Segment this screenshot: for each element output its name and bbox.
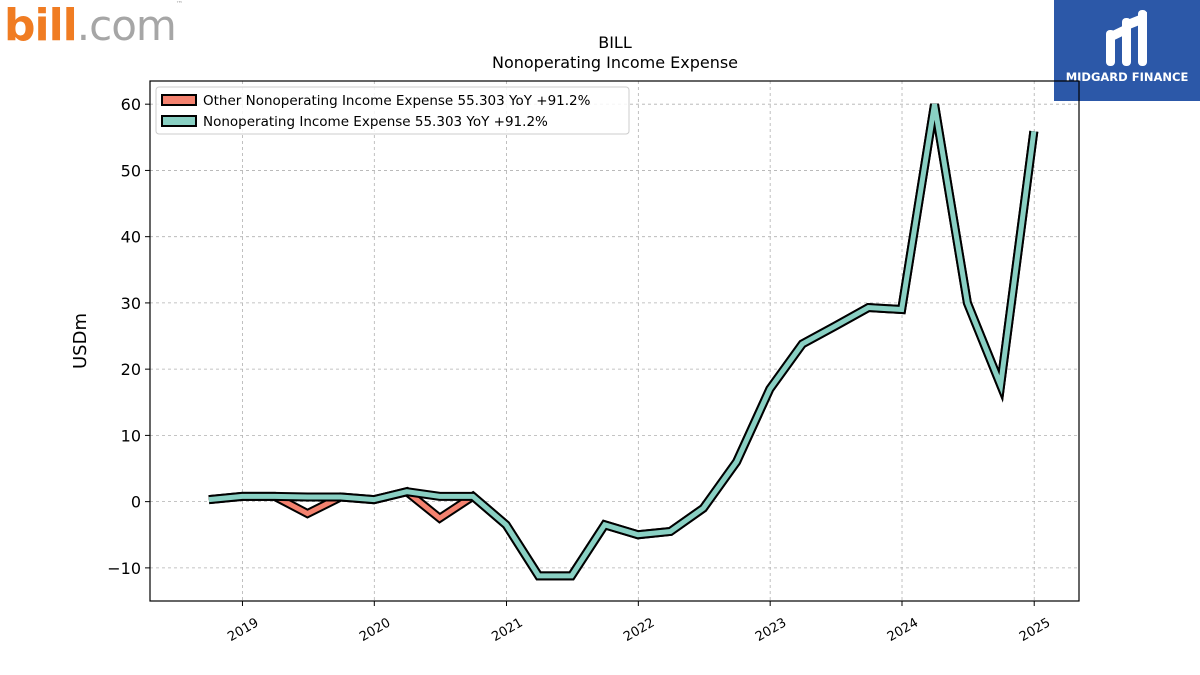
y-tick-label: 30 <box>121 294 141 313</box>
y-tick-label: 50 <box>121 161 141 180</box>
y-tick-label: 40 <box>121 228 141 247</box>
midgard-m-icon <box>1106 10 1147 66</box>
logo-dotcom-text: .com <box>76 1 177 50</box>
x-axis: 2019 2020 2021 2022 2023 2024 2025 <box>225 601 1053 645</box>
x-tick-label: 2022 <box>621 615 657 645</box>
x-tick-label: 2025 <box>1017 615 1053 645</box>
x-tick-label: 2024 <box>885 615 921 645</box>
y-tick-label: 10 <box>121 426 141 445</box>
series-outline-0 <box>208 103 1039 581</box>
legend-swatch-main <box>161 115 197 127</box>
x-tick-label: 2023 <box>753 615 789 645</box>
x-tick-label: 2020 <box>357 615 393 645</box>
midgard-brand-text: MIDGARD FINANCE <box>1065 70 1189 84</box>
y-tick-label: 60 <box>121 95 141 114</box>
logo-bill-text: bill <box>4 0 78 51</box>
x-tick-label: 2019 <box>225 615 261 645</box>
series-line-1 <box>208 103 1037 579</box>
bill-com-logo: bill.com™ <box>4 0 183 51</box>
y-tick-label: 20 <box>121 360 141 379</box>
legend-swatch-other <box>161 94 197 106</box>
legend: Other Nonoperating Income Expense 55.303… <box>155 86 630 135</box>
legend-box <box>155 86 630 135</box>
logo-tm-text: ™ <box>175 0 183 8</box>
x-tick-label: 2021 <box>489 615 525 645</box>
series-lines <box>208 103 1039 581</box>
y-tick-label: 0 <box>131 493 141 512</box>
legend-label-other: Other Nonoperating Income Expense 55.303… <box>203 93 591 109</box>
chart-subtitle: Nonoperating Income Expense <box>492 53 738 72</box>
midgard-finance-logo: MIDGARD FINANCE <box>1054 0 1200 101</box>
plot-frame <box>149 80 1080 602</box>
y-tick-label: −10 <box>107 559 141 578</box>
chart-title: BILL <box>598 33 632 52</box>
legend-label-main: Nonoperating Income Expense 55.303 YoY +… <box>203 114 548 130</box>
y-axis: −10 0 10 20 30 40 50 60 <box>107 95 150 578</box>
y-axis-label: USDm <box>70 313 91 369</box>
